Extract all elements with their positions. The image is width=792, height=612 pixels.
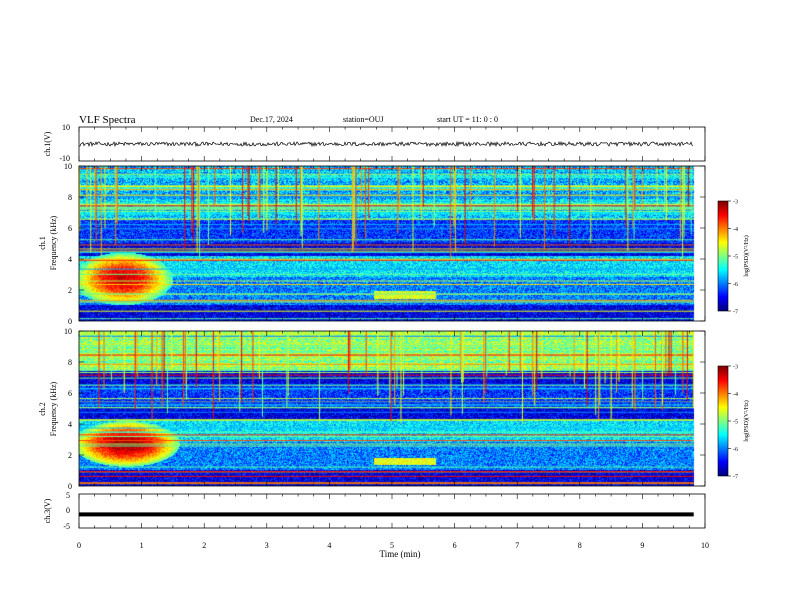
freq-tick-label: 8 [68,358,72,367]
colorbar-tick-label: -7 [733,475,738,481]
station-label: station=OUJ [343,115,384,124]
freq-tick-label: 2 [68,286,72,295]
ch1-spec-channel-label: ch.1 [38,236,47,250]
x-tick-label: 10 [701,541,709,550]
freq-tick-label: 2 [68,451,72,460]
freq-tick-label: 6 [68,224,72,233]
x-tick-label: 7 [515,541,519,550]
freq-tick-label: 10 [64,162,72,171]
ch2-colorbar-label: log(PSD)(V²/Hz) [743,400,750,441]
ch1-wave-ylabel: ch.1(V) [43,131,52,156]
freq-tick-label: 0 [68,317,72,326]
freq-tick-label: 0 [68,482,72,491]
colorbar-tick-label: -7 [733,310,738,316]
ch1-colorbar-label: log(PSD)(V²/Hz) [743,235,750,276]
figure-title: VLF Spectra [79,114,136,126]
colorbar-tick-label: -3 [733,200,738,206]
colorbar-tick-label: -6 [733,282,738,288]
ch1-spec-ylabel: Frequency (kHz) [49,215,58,270]
colorbar-tick-label: -3 [733,365,738,371]
colorbar-tick-label: -6 [733,447,738,453]
ch3-ytick-mid: 0 [66,506,70,515]
ch2-spec-channel-label: ch.2 [38,402,47,416]
date-label: Dec.17, 2024 [250,115,293,124]
x-tick-label: 5 [390,541,394,550]
start-time-label: start UT = 11: 0 : 0 [437,115,498,124]
freq-tick-label: 6 [68,389,72,398]
x-tick-label: 2 [202,541,206,550]
x-tick-label: 0 [77,541,81,550]
x-tick-label: 4 [327,541,331,550]
freq-tick-label: 10 [64,327,72,336]
x-tick-label: 9 [640,541,644,550]
ch1-waveform-line [78,140,694,148]
ch1-spectrogram-image [79,166,705,321]
freq-tick-label: 8 [68,193,72,202]
colorbar-tick-label: -5 [733,420,738,426]
ch1-ytick-bottom: -10 [59,154,70,163]
ch3-ytick-top: 5 [66,491,70,500]
ch3-waveform-panel: 5 0 -5 ch.3(V) 0 1 2 3 4 5 6 7 8 9 10 Time (min) [43,491,709,559]
x-tick-label: 6 [453,541,457,550]
ch1-ytick-top: 10 [62,123,70,132]
ch3-waveform-line [79,512,694,517]
freq-tick-label: 4 [68,255,72,264]
x-tick-label: 8 [578,541,582,550]
ch3-wave-ylabel: ch.3(V) [43,498,52,523]
ch1-waveform-panel: 10 -10 ch.1(V) [43,123,706,163]
x-tick-label: 1 [140,541,144,550]
x-tick-label: 3 [265,541,269,550]
x-axis-label: Time (min) [380,549,421,559]
ch3-ytick-bottom: -5 [63,522,70,531]
freq-tick-label: 4 [68,420,72,429]
ch1-colorbar [718,201,728,311]
ch2-spec-ylabel: Frequency (kHz) [49,381,58,436]
colorbar-tick-label: -5 [733,255,738,261]
ch2-colorbar [718,366,728,476]
colorbar-tick-label: -4 [733,227,738,233]
ch2-spectrogram-image [79,331,705,486]
colorbar-tick-label: -4 [733,392,738,398]
